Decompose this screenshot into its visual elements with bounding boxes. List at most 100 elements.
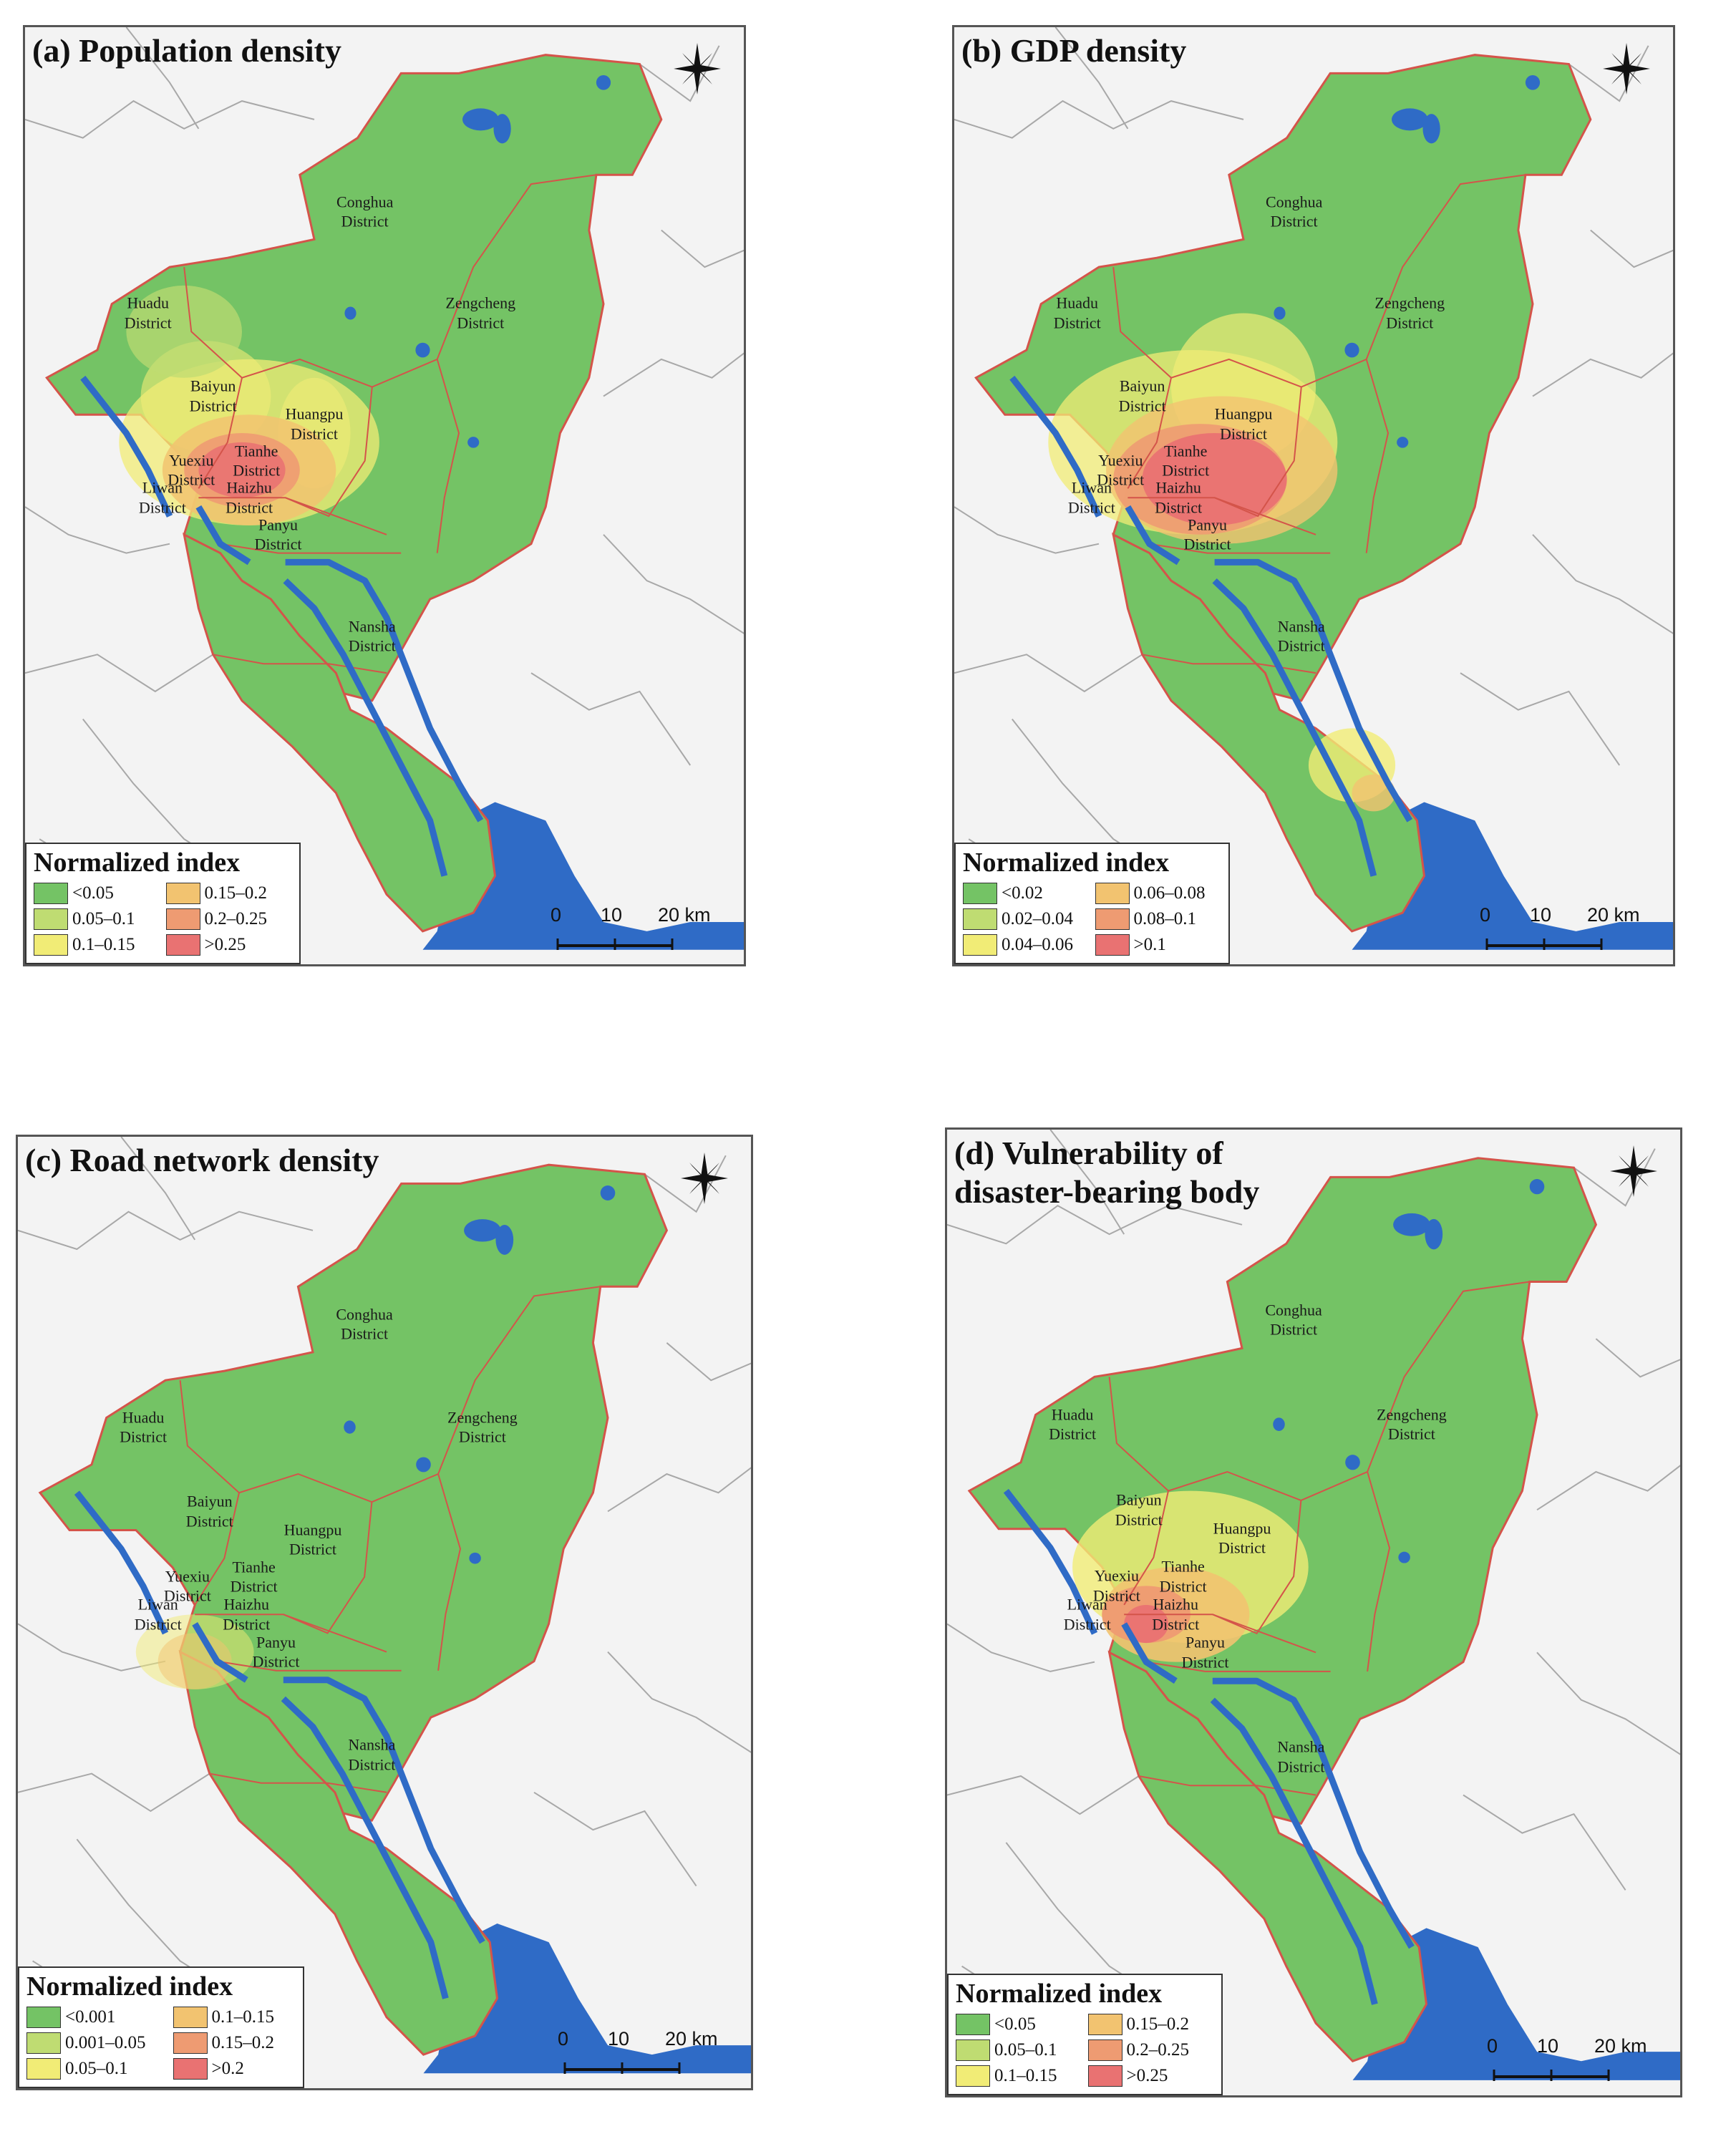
admin-boundary-line bbox=[644, 1155, 727, 1213]
legend-swatch bbox=[34, 883, 68, 904]
district-label: Tianhe District bbox=[230, 1558, 278, 1596]
lake bbox=[416, 1457, 431, 1473]
legend-label: <0.02 bbox=[1002, 883, 1043, 903]
legend-swatch bbox=[1087, 2065, 1122, 2087]
legend-item: 0.02–0.04 bbox=[963, 908, 1090, 930]
admin-boundary-line bbox=[947, 1775, 1140, 1815]
map-panel-c: (c) Road network density Normalized inde… bbox=[16, 1135, 753, 2090]
district-label: Conghua District bbox=[1265, 193, 1323, 231]
legend-label: 0.05–0.1 bbox=[65, 2059, 128, 2078]
admin-boundary-line bbox=[603, 534, 744, 634]
district-label: Huadu District bbox=[1053, 294, 1101, 332]
district-label: Panyu District bbox=[1183, 515, 1231, 553]
legend-item: <0.02 bbox=[963, 883, 1090, 904]
legend-label: 0.2–0.25 bbox=[204, 909, 268, 928]
district-boundary bbox=[1128, 497, 1316, 535]
legend-item: 0.06–0.08 bbox=[1095, 883, 1222, 904]
district-label: Tianhe District bbox=[1159, 1557, 1207, 1596]
legend-swatch bbox=[1095, 934, 1130, 956]
lake bbox=[1274, 306, 1286, 320]
legend-swatch bbox=[165, 934, 200, 956]
legend-swatch bbox=[26, 2032, 61, 2054]
legend-label: 0.08–0.1 bbox=[1133, 909, 1197, 928]
density-zone bbox=[157, 1633, 232, 1689]
lake bbox=[1422, 114, 1440, 144]
legend-swatch bbox=[34, 934, 68, 956]
district-label: Huangpu District bbox=[283, 1520, 342, 1558]
legend-grid: <0.05 0.15–0.2 0.05–0.1 0.2–0.25 0.1–0.15 >0.… bbox=[949, 2011, 1221, 2094]
legend-swatch bbox=[956, 2014, 990, 2035]
density-zone bbox=[126, 285, 242, 378]
lake bbox=[467, 437, 480, 448]
legend-item: 0.1–0.15 bbox=[956, 2065, 1082, 2087]
legend-title: Normalized index bbox=[956, 1979, 1163, 2009]
lake bbox=[469, 1552, 481, 1564]
admin-boundary-line bbox=[639, 45, 720, 102]
legend-grid: <0.05 0.15–0.2 0.05–0.1 0.2–0.25 0.1–0.15 >0.… bbox=[26, 880, 299, 963]
river bbox=[1003, 1488, 1098, 1635]
district-boundary bbox=[183, 174, 597, 388]
river bbox=[192, 1622, 248, 1683]
legend-label: 0.06–0.08 bbox=[1133, 883, 1206, 903]
river bbox=[74, 1490, 169, 1635]
legend-title: Normalized index bbox=[26, 1971, 233, 2002]
district-label: Zengcheng District bbox=[447, 1408, 518, 1446]
legend-label: >0.25 bbox=[1126, 2066, 1168, 2085]
legend-item: >0.2 bbox=[173, 2058, 296, 2080]
legend-grid: <0.02 0.06–0.08 0.02–0.04 0.08–0.1 0.04–0.06… bbox=[956, 880, 1228, 963]
admin-boundary-line bbox=[1536, 1651, 1680, 1755]
legend-swatch bbox=[173, 2058, 208, 2080]
legend-label: 0.15–0.2 bbox=[1126, 2014, 1190, 2034]
river bbox=[285, 558, 484, 823]
legend-label: 0.02–0.04 bbox=[1002, 909, 1073, 928]
legend-swatch bbox=[963, 908, 997, 930]
admin-boundary-line bbox=[120, 1137, 196, 1241]
legend-label: 0.1–0.15 bbox=[211, 2007, 275, 2027]
district-boundary bbox=[198, 497, 387, 535]
district-label: Nansha District bbox=[1277, 1737, 1325, 1776]
legend-swatch bbox=[1087, 2014, 1122, 2035]
district-label: Zengcheng District bbox=[1377, 1405, 1447, 1443]
legend: Normalized index <0.02 0.06–0.08 0.02–0.04… bbox=[954, 843, 1230, 964]
district-label: Zengcheng District bbox=[1374, 294, 1445, 332]
north-arrow-compass-icon bbox=[681, 1153, 728, 1204]
legend: Normalized index <0.001 0.1–0.15 0.001–0.0… bbox=[18, 1966, 304, 2088]
scale-bar: 0 10 20 km bbox=[1473, 904, 1659, 954]
admin-boundary-line bbox=[25, 654, 214, 693]
city-land bbox=[38, 1163, 669, 1822]
north-arrow-compass-icon bbox=[674, 43, 721, 94]
district-label: Tianhe District bbox=[233, 442, 281, 480]
admin-boundary-line bbox=[1536, 1465, 1680, 1511]
legend-swatch bbox=[173, 2007, 208, 2028]
admin-boundary-line bbox=[603, 352, 744, 397]
district-label: Panyu District bbox=[1181, 1633, 1229, 1672]
scale-label: 20 km bbox=[658, 904, 711, 926]
map-canvas bbox=[947, 1130, 1680, 2080]
admin-boundary-line bbox=[25, 506, 170, 554]
district-label: Haizhu District bbox=[1155, 478, 1203, 517]
scale-label: 0 bbox=[551, 904, 562, 926]
river bbox=[281, 1696, 449, 1999]
legend-label: 0.15–0.2 bbox=[211, 2033, 275, 2052]
admin-boundary-line bbox=[533, 1791, 697, 1887]
legend-swatch bbox=[1095, 883, 1130, 904]
district-label: Yuexiu District bbox=[1097, 451, 1145, 489]
lake bbox=[1393, 1213, 1430, 1236]
legend-label: >0.1 bbox=[1133, 935, 1166, 954]
lake bbox=[600, 1185, 616, 1200]
admin-boundary-line bbox=[607, 1651, 751, 1753]
scale-bar-graphic bbox=[563, 2062, 681, 2074]
panel-title: (b) GDP density bbox=[961, 32, 1187, 69]
admin-boundary-line bbox=[1568, 45, 1649, 102]
legend-label: <0.001 bbox=[65, 2007, 116, 2027]
district-boundary bbox=[1145, 1661, 1331, 1672]
district-label: Panyu District bbox=[252, 1633, 300, 1671]
admin-boundary-line bbox=[666, 1342, 751, 1382]
district-boundary bbox=[1123, 1490, 1169, 1606]
lake bbox=[464, 1219, 501, 1242]
district-boundary bbox=[194, 1492, 240, 1606]
district-label: Baiyun District bbox=[185, 1492, 233, 1531]
district-boundary bbox=[209, 1772, 387, 1793]
scale-label: 10 bbox=[1530, 904, 1552, 926]
river bbox=[1210, 1697, 1378, 2005]
